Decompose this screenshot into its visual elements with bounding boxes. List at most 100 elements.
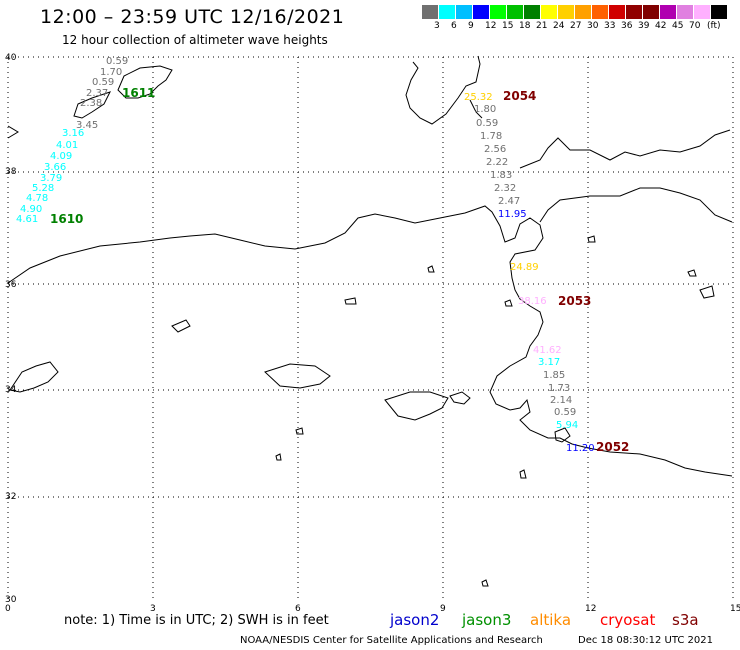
colorbar-label: 45 (672, 21, 684, 31)
wave-height-label: 3.45 (76, 120, 98, 131)
colorbar-label: 12 (485, 21, 497, 31)
colorbar-swatch (643, 5, 660, 19)
coastline-arabian-peninsula (539, 187, 733, 223)
colorbar-swatch (677, 5, 694, 19)
track-id-2053: 2053 (558, 294, 591, 308)
lat-lon-grid (7, 56, 734, 600)
legend-altika: altika (530, 611, 572, 629)
wave-height-label: 1.83 (490, 170, 512, 181)
island-south-central (384, 391, 449, 421)
colorbar-swatch (694, 5, 711, 19)
colorbar-label: 70 (689, 21, 701, 31)
wave-height-colorbar (422, 5, 728, 19)
wave-height-label: 2.56 (484, 144, 506, 155)
wave-height-label: 1.85 (543, 370, 565, 381)
wave-height-label: 2.38 (80, 98, 102, 109)
map-subtitle: 12 hour collection of altimeter wave hei… (62, 33, 328, 47)
longitude-tick-label: 6 (295, 604, 301, 614)
longitude-tick-label: 9 (440, 604, 446, 614)
wave-height-label: 3.16 (62, 128, 84, 139)
wave-height-label: 1.70 (100, 67, 122, 78)
island-east-3 (687, 269, 697, 277)
generated-timestamp: Dec 18 08:30:12 UTC 2021 (578, 635, 713, 646)
wave-height-label: 4.01 (56, 140, 78, 151)
coastline-north-africa (7, 205, 733, 477)
colorbar-swatch (711, 5, 728, 19)
colorbar-swatch (592, 5, 609, 19)
coastline-northern-peninsula (405, 55, 483, 125)
wave-height-label: 4.09 (50, 151, 72, 162)
colorbar-swatch (473, 5, 490, 19)
wave-height-label: 5.28 (32, 183, 54, 194)
island-central-east (344, 297, 357, 305)
island-south-west-large (264, 363, 331, 389)
island-west-edge-north (7, 125, 19, 139)
colorbar-swatch (575, 5, 592, 19)
wave-height-label: 0.59 (476, 118, 498, 129)
island-south-central-east (449, 391, 471, 405)
wave-height-label: 0.59 (92, 77, 114, 88)
colorbar-label: (ft) (707, 21, 721, 31)
footnote: note: 1) Time is in UTC; 2) SWH is in fe… (64, 613, 329, 628)
latitude-tick-label: 38 (5, 167, 17, 177)
island-south-small-3 (519, 469, 527, 479)
latitude-tick-label: 30 (5, 595, 17, 605)
longitude-tick-label: 12 (585, 604, 596, 614)
wave-height-label: 3.17 (538, 357, 560, 368)
colorbar-label: 33 (604, 21, 616, 31)
longitude-tick-label: 0 (5, 604, 11, 614)
island-south-small-6 (587, 235, 596, 243)
wave-height-label: 5.94 (556, 420, 578, 431)
wave-height-label: 24.89 (510, 262, 539, 273)
wave-height-label: 4.78 (26, 193, 48, 204)
colorbar-labels: 3 6 9 12 15 18 21 24 27 30 33 36 39 42 45 70 (ft) (422, 21, 740, 33)
wave-height-label: 2.22 (486, 157, 508, 168)
wave-height-label: 1.73 (548, 383, 570, 394)
island-south-small-1 (295, 427, 304, 435)
wave-height-label: 2.32 (494, 183, 516, 194)
coastline-north-east (519, 129, 731, 169)
track-id-2052: 2052 (596, 440, 629, 454)
island-north-west (117, 65, 173, 99)
colorbar-swatch (524, 5, 541, 19)
legend-cryosat: cryosat (600, 611, 656, 629)
island-east-2 (699, 285, 715, 299)
colorbar-label: 6 (451, 21, 457, 31)
legend-s3a: s3a (672, 611, 699, 629)
map-title: 12:00 – 23:59 UTC 12/16/2021 (40, 6, 345, 28)
colorbar-label: 18 (519, 21, 531, 31)
wave-height-label: 3.79 (40, 173, 62, 184)
wave-height-label: 1.80 (474, 104, 496, 115)
wave-height-label: 2.47 (498, 196, 520, 207)
wave-height-label: 4.61 (16, 214, 38, 225)
island-south-small-2 (275, 453, 282, 461)
longitude-tick-label: 3 (150, 604, 156, 614)
colorbar-swatch (541, 5, 558, 19)
colorbar-swatch (626, 5, 643, 19)
colorbar-label: 15 (502, 21, 514, 31)
longitude-tick-label: 15 (730, 604, 740, 614)
wave-height-label: 1.78 (480, 131, 502, 142)
wave-height-labels: 0.591.700.592.372.383.453.164.014.093.66… (16, 56, 629, 454)
island-north-west-small (73, 91, 111, 119)
colorbar-swatch (422, 5, 439, 19)
colorbar-label: 9 (468, 21, 474, 31)
colorbar-label: 39 (638, 21, 650, 31)
latitude-tick-label: 34 (5, 385, 17, 395)
colorbar-label: 27 (570, 21, 582, 31)
colorbar-swatch (439, 5, 456, 19)
island-south-small-4 (481, 579, 489, 587)
latitude-tick-label: 40 (5, 53, 17, 63)
wave-height-label: 11.95 (498, 209, 527, 220)
island-central (171, 319, 191, 333)
colorbar-label: 21 (536, 21, 548, 31)
coastline (7, 55, 733, 587)
track-id-1610: 1610 (50, 212, 83, 226)
track-id-2054: 2054 (503, 89, 536, 103)
island-east-coast-cluster (554, 427, 571, 443)
island-east-small (504, 299, 513, 307)
wave-height-label: 3.66 (44, 162, 66, 173)
colorbar-swatch (507, 5, 524, 19)
